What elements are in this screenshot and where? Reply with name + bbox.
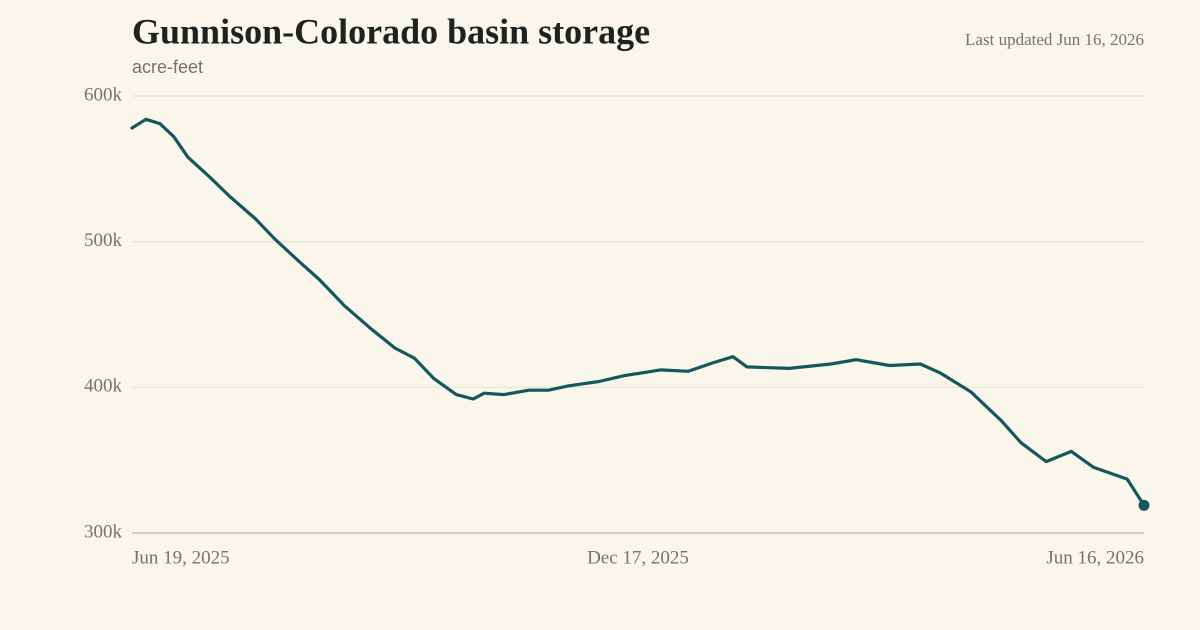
end-dot bbox=[1138, 499, 1150, 511]
line bbox=[130, 117, 1146, 507]
x-tick-label: Jun 16, 2026 bbox=[1046, 547, 1144, 568]
y-tick-label: 500k bbox=[84, 230, 123, 251]
x-tick-label: Jun 19, 2025 bbox=[132, 547, 230, 568]
y-tick-label: 600k bbox=[84, 84, 123, 105]
chart-title: Gunnison-Colorado basin storage bbox=[132, 11, 650, 51]
y-tick-label: 400k bbox=[84, 376, 123, 397]
last-updated: Last updated Jun 16, 2026 bbox=[965, 30, 1144, 49]
x-tick-label: Dec 17, 2025 bbox=[587, 547, 689, 568]
chart-subtitle: acre-feet bbox=[132, 57, 203, 77]
y-tick-label: 300k bbox=[84, 521, 123, 542]
